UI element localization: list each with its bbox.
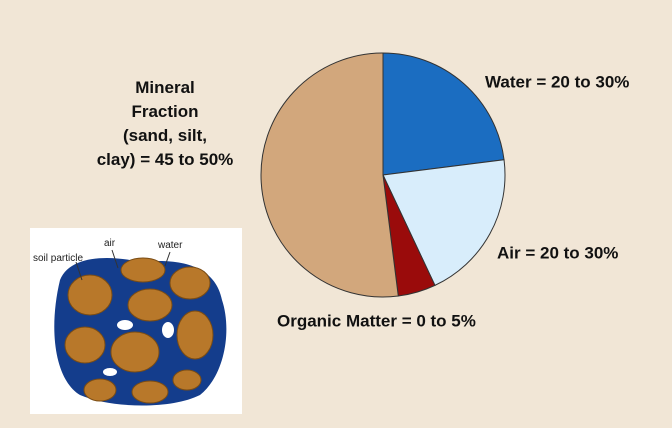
- pie-slice: [382, 159, 506, 287]
- inset-label: water: [157, 240, 183, 251]
- inset-label: air: [104, 238, 116, 249]
- slice-label: Mineral Fraction (sand, silt, clay) = 45…: [96, 78, 234, 169]
- slice-label: Water = 20 to 30%: [485, 72, 629, 91]
- slice-label: Air = 20 to 30%: [497, 243, 618, 262]
- pie-slice: [260, 52, 399, 298]
- inset: soil particle air water: [30, 228, 242, 414]
- pie-slice: [382, 52, 505, 176]
- slice-label: Organic Matter = 0 to 5%: [277, 311, 476, 330]
- inset-label: soil particle: [33, 253, 83, 264]
